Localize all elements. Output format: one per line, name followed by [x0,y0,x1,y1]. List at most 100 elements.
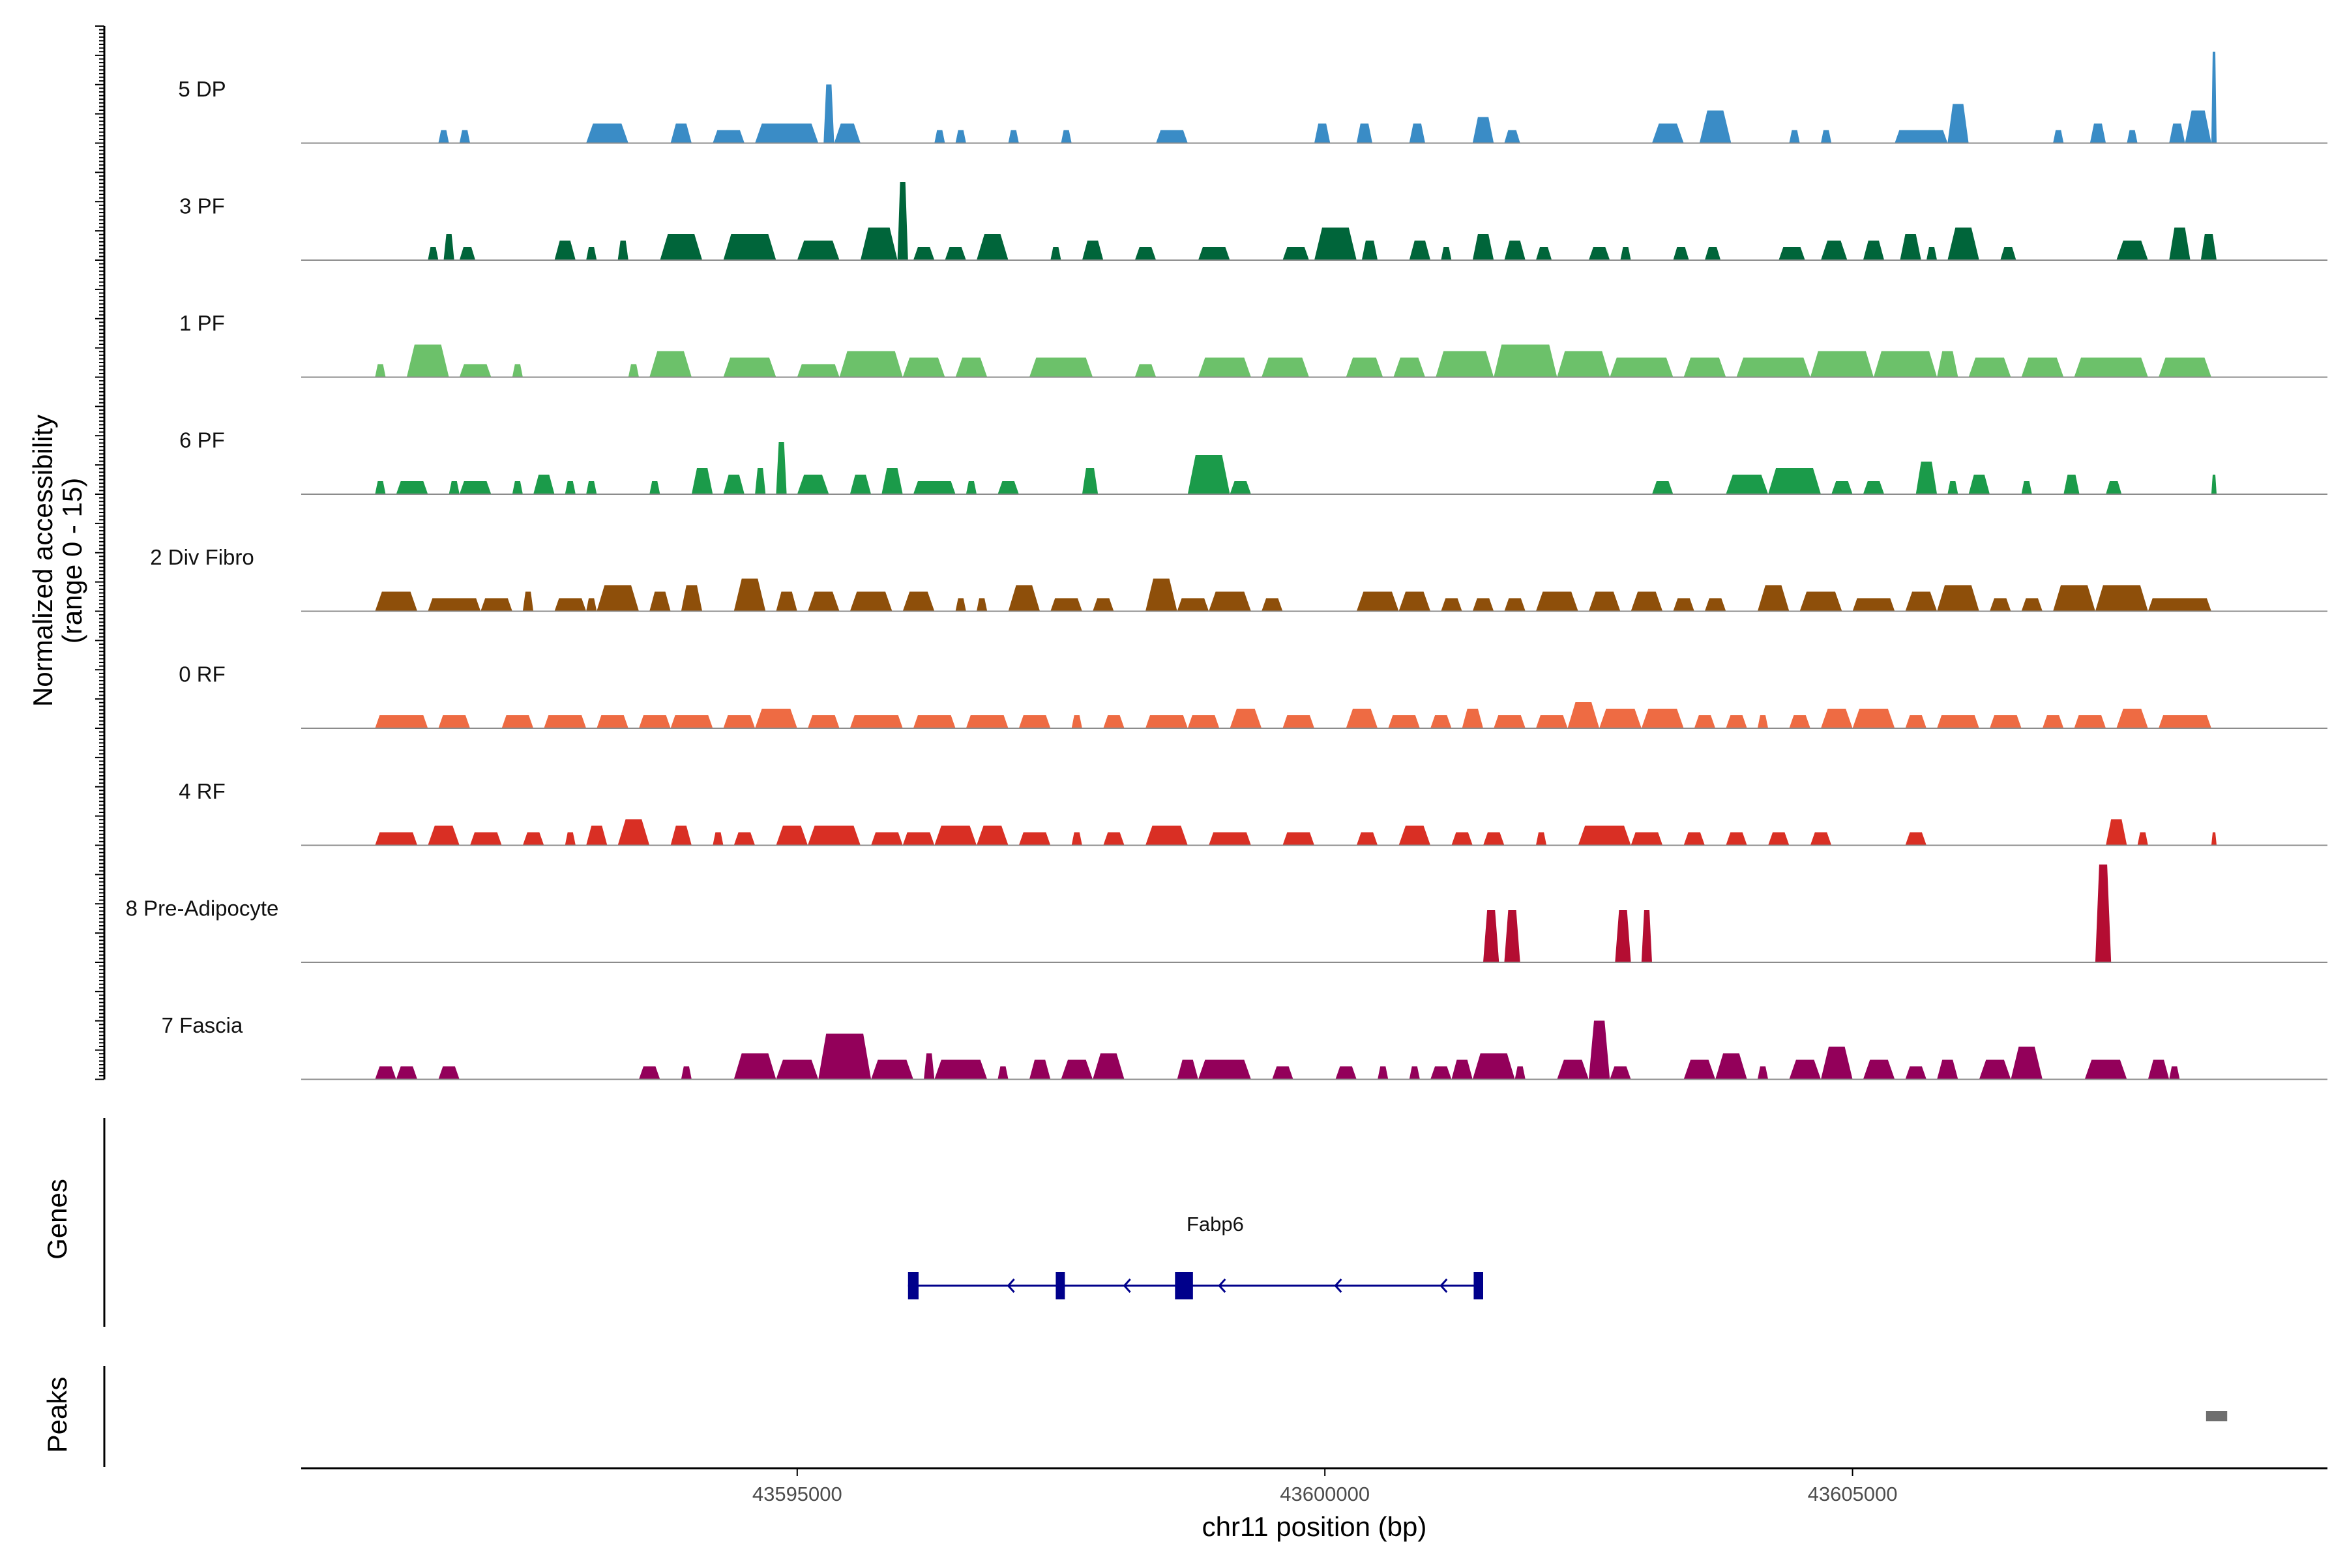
coverage-mark [1810,832,1832,846]
coverage-mark [1588,247,1610,260]
coverage-mark [1968,357,2011,377]
coverage-mark [1093,1053,1125,1080]
coverage-mark [808,591,840,612]
coverage-mark [1615,910,1631,962]
coverage-mark [628,364,639,377]
coverage-mark [1262,598,1283,612]
genes-panel-label: Genes [42,1179,72,1260]
coverage-mark [1177,598,1209,612]
coverage-mark [955,598,966,612]
coverage-mark [2053,585,2095,612]
coverage-mark [1821,709,1853,728]
track-label: 0 RF [179,662,226,687]
coverage-mark [1093,598,1114,612]
coverage-mark [1061,130,1072,143]
x-tick-label: 43595000 [752,1483,842,1505]
coverage-mark [1905,832,1926,846]
coverage-mark [1968,475,1990,494]
coverage-mark [1937,351,1958,377]
coverage-mark [723,357,776,377]
coverage-mark [428,825,460,846]
coverage-mark [902,591,935,612]
track-8-pre-adipocyte: 8 Pre-Adipocyte [126,865,2327,963]
coverage-mark [2169,228,2191,260]
coverage-mark [1282,832,1314,846]
coverage-mark [1514,1066,1526,1080]
coverage-mark [776,825,808,846]
coverage-mark [1699,110,1732,143]
coverage-mark [2159,715,2211,728]
coverage-mark [1652,481,1674,494]
coverage-mark [1071,832,1082,846]
coverage-mark [1209,832,1251,846]
y-axis-title-line1: Normalized accessibility [27,415,58,707]
coverage-mark [871,832,903,846]
coverage-mark [1863,241,1885,260]
track-label: 6 PF [179,428,225,452]
coverage-mark [1134,364,1157,377]
coverage-mark [755,709,797,728]
peaks-panel-label: Peaks [42,1377,72,1453]
coverage-mark [1388,715,1420,728]
coverage-mark [902,357,945,377]
coverage-mark [2011,1046,2043,1080]
coverage-mark [1947,481,1958,494]
coverage-mark [1757,1066,1769,1080]
coverage-mark [375,364,386,377]
coverage-mark [1346,709,1378,728]
coverage-mark [1441,598,1462,612]
coverage-mark [1905,591,1938,612]
coverage-mark [966,715,1009,728]
coverage-mark [997,481,1019,494]
coverage-mark [797,364,840,377]
coverage-mark [639,1066,660,1080]
coverage-mark [1779,247,1805,260]
coverage-mark [1937,1059,1958,1080]
coverage-mark [2200,234,2217,260]
coverage-mark [1926,247,1938,260]
coverage-mark [1356,591,1399,612]
coverage-mark [733,832,756,846]
coverage-mark [2021,598,2043,612]
coverage-mark [1821,241,1848,260]
coverage-mark [913,247,935,260]
coverage-mark [1103,715,1125,728]
coverage-mark [1905,715,1926,728]
gene-exon [1473,1272,1483,1299]
coverage-mark [849,475,872,494]
coverage-mark [2074,357,2148,377]
track-5-dp: 5 DP [178,52,2327,144]
coverage-mark [1504,910,1520,962]
gene-exon [1055,1272,1065,1299]
coverage-mark [797,475,829,494]
coverage-mark [733,1053,776,1080]
coverage-mark [808,825,861,846]
coverage-mark [501,715,534,728]
coverage-mark [1631,832,1663,846]
coverage-mark [670,825,692,846]
coverage-mark [902,832,935,846]
coverage-mark [1103,832,1125,846]
coverage-mark [1356,832,1378,846]
coverage-mark [2063,475,2080,494]
coverage-mark [776,1059,819,1080]
coverage-mark [1831,481,1853,494]
coverage-mark [1314,123,1331,143]
coverage-mark [977,825,1009,846]
coverage-mark [1631,591,1663,612]
coverage-mark [1018,715,1051,728]
coverage-mark [597,585,639,612]
coverage-mark [776,442,787,494]
coverage-mark [1198,357,1251,377]
track-label: 5 DP [178,77,226,101]
coverage-mark [1029,357,1093,377]
coverage-mark [1462,709,1483,728]
left-axis-group [95,25,106,1080]
coverage-mark [1187,455,1230,494]
track-label: 2 Div Fibro [150,545,254,569]
coverage-mark [1937,715,1979,728]
coverage-mark [1436,351,1494,377]
coverage-mark [934,825,977,846]
coverage-mark [649,591,671,612]
coverage-mark [1472,598,1494,612]
